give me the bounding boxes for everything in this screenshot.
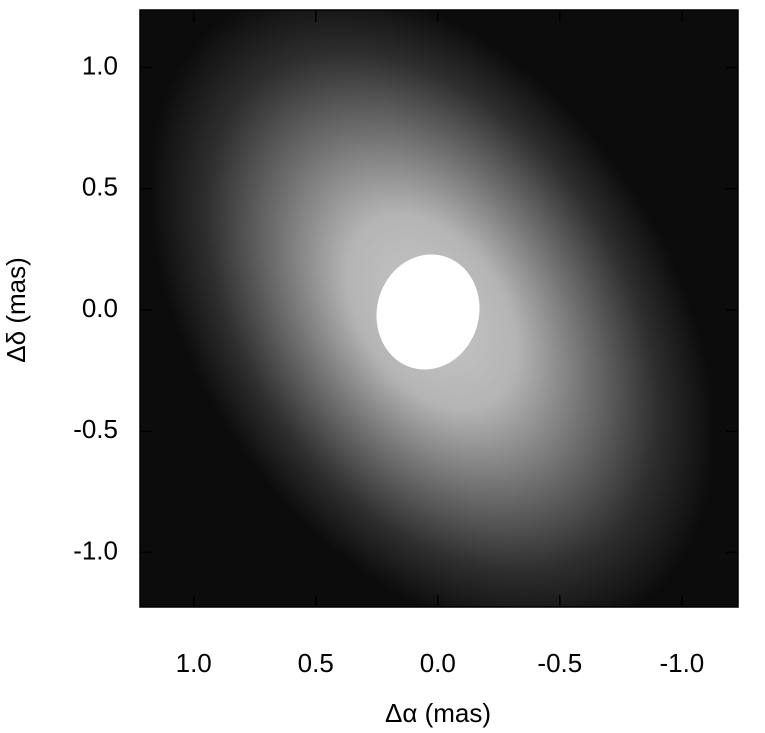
x-tick-label: 0.5: [298, 648, 334, 678]
y-tick-label: 0.0: [82, 293, 118, 323]
bright-core: [376, 254, 480, 370]
x-tick-label: 0.0: [420, 648, 456, 678]
plot-frame: [139, 9, 739, 608]
x-tick-label: 1.0: [176, 648, 212, 678]
image: [140, 10, 738, 607]
y-tick-label: -0.5: [73, 414, 118, 444]
y-tick-label: 0.5: [82, 172, 118, 202]
y-tick-label: -1.0: [73, 535, 118, 565]
x-axis-label: Δα (mas): [385, 698, 491, 728]
x-tick-label: -0.5: [537, 648, 582, 678]
y-tick-label: 1.0: [82, 50, 118, 80]
x-tick-label: -1.0: [659, 648, 704, 678]
y-axis-label: Δδ (mas): [1, 257, 31, 363]
